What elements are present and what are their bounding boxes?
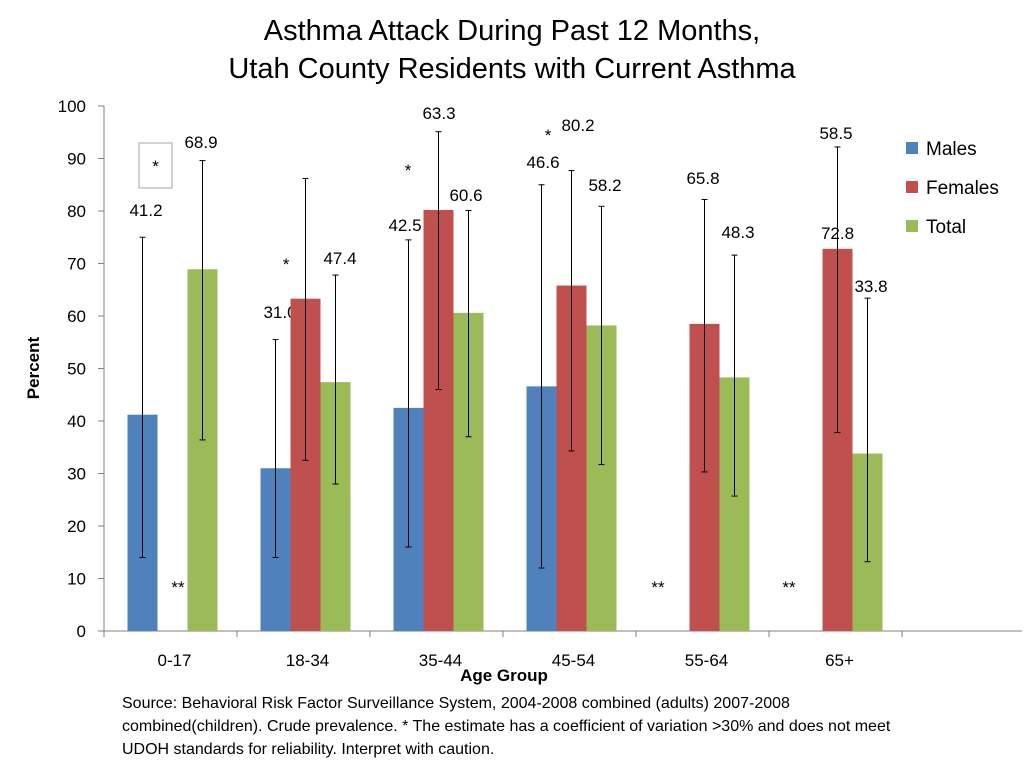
y-tick-label: 90 [67, 150, 86, 169]
suppressed-marker: ** [651, 578, 665, 597]
x-tick-label: 45-54 [552, 651, 595, 670]
annotation-box [138, 142, 173, 189]
data-label: 60.6 [449, 186, 482, 205]
reliability-flag: * [545, 126, 552, 145]
boxed-star-annotation: * [152, 157, 159, 176]
legend-swatch-females [906, 181, 918, 193]
x-tick-label: 65+ [825, 651, 854, 670]
y-tick-label: 30 [67, 465, 86, 484]
y-tick-label: 70 [67, 255, 86, 274]
y-tick-label: 40 [67, 412, 86, 431]
legend-label-total: Total [926, 217, 966, 238]
data-label: 48.3 [721, 223, 754, 242]
chart-title-line-2: Utah County Residents with Current Asthm… [228, 53, 796, 85]
y-tick-label: 10 [67, 570, 86, 589]
data-label: 68.9 [184, 133, 217, 152]
legend-label-females: Females [926, 178, 999, 199]
y-tick-label: 20 [67, 517, 86, 536]
source-note: Source: Behavioral Risk Factor Surveilla… [122, 695, 891, 758]
data-label: 42.5 [388, 216, 421, 235]
y-tick-label: 100 [58, 97, 86, 116]
data-label: 31.0 [263, 303, 296, 322]
reliability-flag: * [283, 255, 290, 274]
chart-title: Asthma Attack During Past 12 Months, Uta… [0, 12, 1024, 88]
reliability-flag: * [405, 161, 412, 180]
x-axis-title: Age Group [460, 666, 548, 685]
x-tick-label: 35-44 [419, 651, 462, 670]
y-tick-label: 80 [67, 202, 86, 221]
legend-swatch-total [906, 220, 918, 232]
data-label: 46.6 [526, 153, 559, 172]
y-tick-label: 50 [67, 360, 86, 379]
x-tick-label: 18-34 [286, 651, 329, 670]
y-tick-label: 0 [77, 622, 86, 641]
x-tick-label: 0-17 [157, 651, 191, 670]
data-label: 58.5 [819, 124, 852, 143]
data-label: 33.8 [854, 277, 887, 296]
data-label: 80.2 [561, 116, 594, 135]
legend-label-males: Males [926, 139, 977, 160]
legend-swatch-males [906, 142, 918, 154]
y-axis-title: Percent [24, 336, 43, 399]
data-label: 41.2 [129, 201, 162, 220]
data-label: 63.3 [422, 104, 455, 123]
data-label: 72.8 [821, 224, 854, 243]
x-tick-label: 55-64 [685, 651, 728, 670]
data-label: 65.8 [686, 169, 719, 188]
y-tick-label: 60 [67, 307, 86, 326]
suppressed-marker: ** [782, 578, 796, 597]
suppressed-marker: ** [171, 578, 185, 597]
data-label: 58.2 [588, 176, 621, 195]
data-label: 47.4 [323, 249, 356, 268]
chart-title-line-1: Asthma Attack During Past 12 Months, [263, 15, 761, 47]
